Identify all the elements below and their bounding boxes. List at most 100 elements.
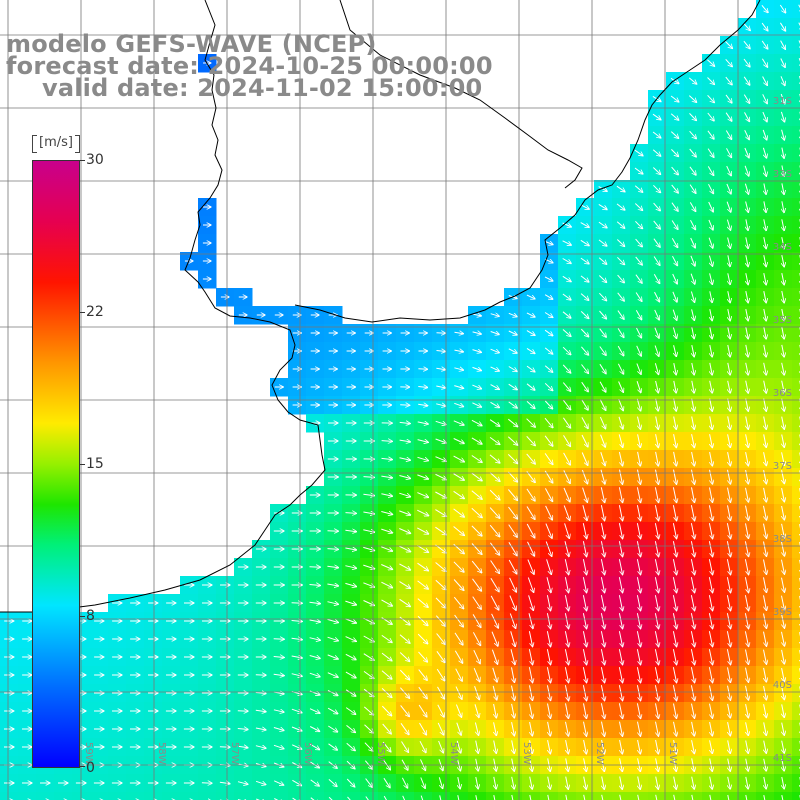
- lon-label: 54W: [448, 742, 459, 765]
- field-cell: [792, 396, 800, 415]
- colorbar-tick-8: 8: [86, 608, 95, 624]
- field-cell: [792, 594, 800, 613]
- lat-label: 41S: [773, 753, 792, 764]
- field-cell: [792, 792, 800, 800]
- field-cell: [792, 702, 800, 721]
- field-cell: [126, 792, 145, 800]
- colorbar-tickmark: [79, 616, 85, 617]
- colorbar-unit: [m/s]: [32, 132, 80, 154]
- field-cell: [792, 198, 800, 217]
- field-cell: [792, 666, 800, 685]
- field-cell: [306, 792, 325, 800]
- field-cell: [540, 792, 559, 800]
- lat-label: 37S: [773, 461, 792, 472]
- field-cell: [144, 792, 163, 800]
- field-cell: [792, 342, 800, 361]
- lat-label: 39S: [773, 607, 792, 618]
- field-cell: [684, 792, 703, 800]
- wind-arrow: [219, 747, 230, 748]
- field-cell: [252, 792, 271, 800]
- wind-arrow: [201, 783, 212, 784]
- field-cell: [774, 792, 793, 800]
- colorbar-tickmark: [79, 766, 85, 767]
- field-cell: [432, 792, 451, 800]
- field-cell: [792, 360, 800, 379]
- wind-arrow: [400, 405, 410, 406]
- field-cell: [792, 162, 800, 181]
- field-cell: [792, 216, 800, 235]
- field-cell: [450, 792, 469, 800]
- field-cell: [594, 792, 613, 800]
- field-cell: [36, 792, 55, 800]
- field-cell: [0, 792, 19, 800]
- field-cell: [792, 684, 800, 703]
- field-cell: [738, 792, 757, 800]
- field-cell: [792, 486, 800, 505]
- field-cell: [18, 792, 37, 800]
- field-cell: [792, 234, 800, 253]
- field-cell: [756, 792, 775, 800]
- field-cell: [792, 126, 800, 145]
- wind-arrow: [418, 369, 427, 370]
- field-cell: [486, 792, 505, 800]
- field-cell: [702, 792, 721, 800]
- title-valid-date: valid date: 2024-11-02 15:00:00: [42, 74, 483, 102]
- field-cell: [792, 540, 800, 559]
- field-cell: [216, 792, 235, 800]
- colorbar-tickmark: [79, 312, 85, 313]
- lon-label: 51W: [667, 742, 678, 765]
- field-cell: [792, 90, 800, 109]
- field-cell: [792, 576, 800, 595]
- lon-label: 58W: [156, 742, 167, 765]
- field-cell: [414, 792, 433, 800]
- field-cell: [792, 432, 800, 451]
- field-cell: [198, 792, 217, 800]
- field-cell: [270, 792, 289, 800]
- field-cell: [792, 612, 800, 631]
- field-cell: [396, 792, 415, 800]
- field-cell: [792, 774, 800, 793]
- field-cell: [378, 792, 397, 800]
- colorbar-tickmark: [79, 160, 85, 161]
- field-cell: [90, 792, 109, 800]
- field-cell: [792, 72, 800, 91]
- lon-label: 53W: [521, 742, 532, 765]
- field-cell: [342, 792, 361, 800]
- colorbar-tick-0: 0: [86, 760, 95, 776]
- colorbar-tick-22: 22: [86, 304, 104, 320]
- lat-label: 34S: [773, 242, 792, 253]
- field-cell: [792, 558, 800, 577]
- colorbar: [32, 160, 80, 768]
- field-cell: [324, 792, 343, 800]
- colorbar-tickmark: [79, 464, 85, 465]
- field-cell: [522, 792, 541, 800]
- field-cell: [360, 792, 379, 800]
- field-cell: [162, 792, 181, 800]
- field-cell: [792, 648, 800, 667]
- lat-label: 35S: [773, 315, 792, 326]
- field-cell: [792, 288, 800, 307]
- field-cell: [792, 144, 800, 163]
- lat-label: 31S: [773, 96, 792, 107]
- field-cell: [648, 792, 667, 800]
- field-cell: [792, 720, 800, 739]
- field-cell: [792, 450, 800, 469]
- field-cell: [630, 792, 649, 800]
- field-cell: [792, 108, 800, 127]
- field-cell: [792, 414, 800, 433]
- field-cell: [504, 792, 523, 800]
- lat-label: 33S: [773, 169, 792, 180]
- field-cell: [54, 792, 73, 800]
- field-cell: [792, 252, 800, 271]
- field-cell: [792, 468, 800, 487]
- field-cell: [666, 792, 685, 800]
- lon-label: 56W: [302, 742, 313, 765]
- field-cell: [792, 270, 800, 289]
- field-cell: [792, 180, 800, 199]
- field-cell: [288, 792, 307, 800]
- lon-label: 57W: [229, 742, 240, 765]
- field-cell: [792, 306, 800, 325]
- field-cell: [792, 54, 800, 73]
- lat-label: 40S: [773, 680, 792, 691]
- field-cell: [558, 792, 577, 800]
